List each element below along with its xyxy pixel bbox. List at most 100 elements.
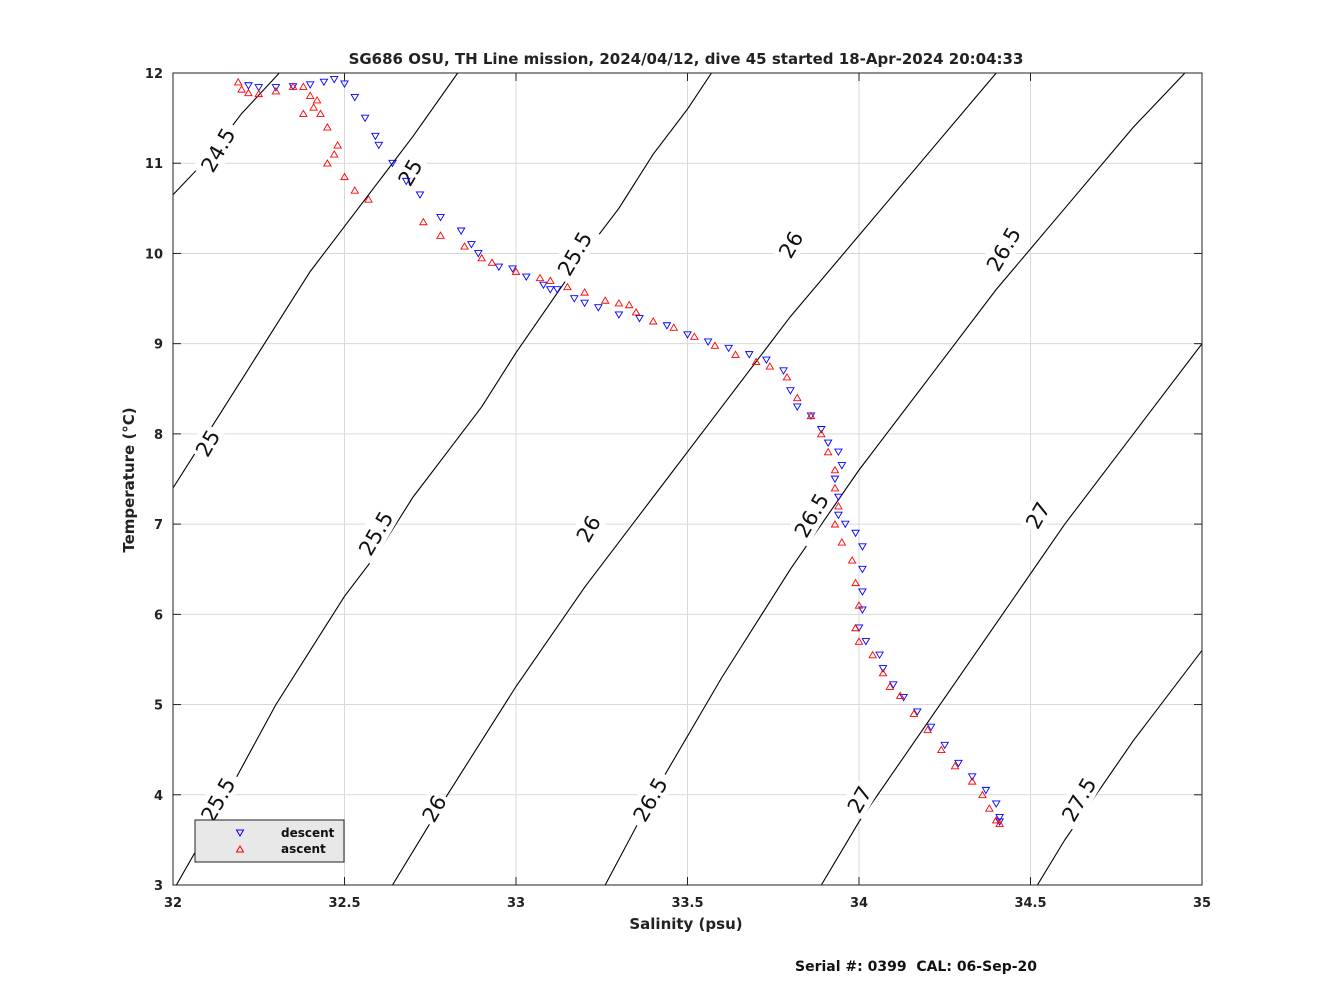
- contour-label-bg: [785, 483, 837, 547]
- descent-point: [374, 141, 384, 150]
- descent-point: [724, 344, 734, 353]
- ascent-point: [309, 103, 319, 111]
- descent-point: [305, 81, 315, 89]
- contour-label-bg: [548, 221, 601, 286]
- descent-point: [521, 273, 531, 282]
- ascent-point: [237, 85, 246, 93]
- descent-point: [614, 311, 624, 319]
- ascent-point: [854, 601, 864, 609]
- descent-point: [967, 773, 977, 781]
- descent-point: [370, 132, 380, 141]
- descent-point: [473, 250, 483, 258]
- descent-point: [580, 299, 589, 308]
- ascent-point: [851, 623, 860, 632]
- ascent-point: [271, 86, 281, 95]
- ascent-point: [830, 519, 840, 528]
- ascent-point: [545, 276, 555, 284]
- contour-label-bg: [839, 778, 879, 820]
- descent-point: [786, 387, 795, 395]
- descent-point: [271, 84, 281, 92]
- ascent-point: [305, 91, 315, 99]
- descent-point: [991, 800, 1001, 808]
- descent-point: [635, 315, 644, 323]
- chart-title: SG686 OSU, TH Line mission, 2024/04/12, …: [349, 50, 1024, 68]
- descent-point: [837, 462, 847, 470]
- contour-label-bg: [771, 224, 810, 265]
- descent-point: [995, 814, 1005, 822]
- contour-label-bg: [977, 217, 1029, 281]
- ascent-point: [322, 123, 332, 131]
- ascent-point: [950, 761, 960, 770]
- ascent-point: [847, 556, 857, 564]
- contour-label-bg: [624, 767, 676, 831]
- x-tick-label: 35: [1193, 896, 1211, 911]
- y-axis-label: Temperature (°C): [120, 407, 138, 552]
- contour-label-bg: [414, 787, 453, 829]
- ascent-point: [460, 242, 469, 250]
- descent-point: [545, 286, 555, 294]
- ascent-point: [830, 483, 840, 492]
- descent-point: [995, 818, 1005, 826]
- x-tick-label: 32: [164, 896, 182, 911]
- descent-point: [244, 82, 253, 90]
- contour-label-bg: [191, 118, 244, 182]
- ascent-point: [477, 253, 487, 262]
- ascent-point: [816, 429, 826, 438]
- legend-marker-descent: [235, 829, 245, 837]
- descent-point: [926, 723, 936, 732]
- grid-lines: [173, 73, 1202, 885]
- y-tick-label: 11: [145, 157, 163, 172]
- ascent-point: [837, 538, 847, 546]
- descent-point: [552, 286, 562, 294]
- ascent-point: [614, 298, 624, 307]
- ascent-point: [834, 501, 843, 510]
- ascent-point: [288, 82, 298, 90]
- ascent-point: [765, 362, 775, 370]
- descent-point: [834, 493, 843, 502]
- descent-point: [858, 565, 867, 574]
- ascent-point: [631, 307, 641, 316]
- x-tick-label: 34.5: [1014, 896, 1046, 911]
- legend: descent ascent: [194, 819, 345, 863]
- descent-point: [467, 241, 476, 249]
- density-contour-27: [820, 343, 1202, 885]
- contour-label-bg: [188, 422, 227, 464]
- descent-point: [254, 84, 264, 92]
- descent-point: [436, 214, 445, 222]
- descent-point: [703, 338, 713, 346]
- x-tick-label: 33.5: [671, 896, 703, 911]
- descent-point: [830, 475, 840, 484]
- ascent-point: [254, 89, 264, 98]
- ascent-point: [923, 725, 932, 734]
- ascent-point: [580, 288, 589, 296]
- descent-point: [888, 681, 898, 689]
- x-tick-label: 32.5: [328, 896, 360, 911]
- ascent-point: [350, 186, 360, 194]
- contour-label-bg: [390, 151, 429, 193]
- descent-point: [981, 786, 991, 795]
- serial-cal-footer: Serial #: 0399 CAL: 06-Sep-20: [795, 959, 1037, 975]
- descent-point: [539, 281, 548, 290]
- descent-point: [762, 356, 771, 365]
- ascent-point: [830, 465, 840, 474]
- ascent-point: [244, 88, 253, 97]
- x-tick-label: 34: [850, 896, 868, 911]
- contour-label-bg: [191, 767, 244, 831]
- descent-point: [878, 665, 888, 673]
- descent-point: [683, 331, 692, 339]
- descent-point: [834, 511, 843, 520]
- y-tick-label: 12: [145, 67, 163, 82]
- legend-label-ascent: ascent: [281, 842, 326, 856]
- ascent-point: [991, 815, 1001, 824]
- ascent-point: [669, 323, 679, 331]
- ascent-point: [936, 745, 946, 753]
- ascent-point: [511, 267, 521, 275]
- ascent-point: [792, 393, 802, 402]
- ascent-point: [298, 82, 308, 90]
- descent-point: [858, 588, 867, 596]
- ascent-point: [978, 790, 987, 799]
- descent-point: [858, 543, 867, 551]
- ascent-point: [868, 650, 878, 659]
- descent-point: [569, 295, 579, 303]
